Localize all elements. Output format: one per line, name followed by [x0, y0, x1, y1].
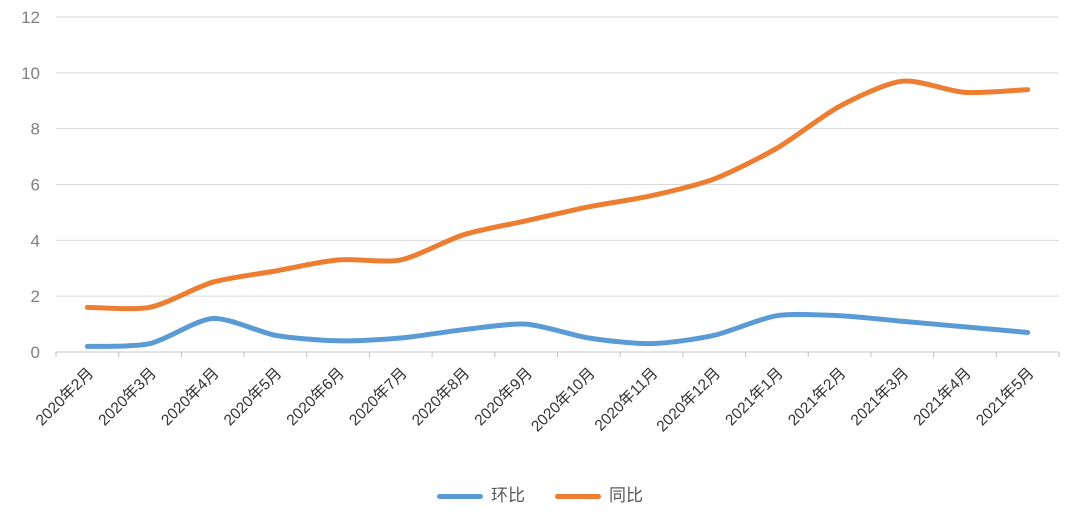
x-tick-label: 2020年2月: [32, 364, 97, 429]
x-tick-label: 2020年8月: [408, 364, 473, 429]
x-tick-label: 2021年5月: [972, 364, 1037, 429]
x-tick-label: 2021年2月: [784, 364, 849, 429]
series-line-tongbi: [84, 78, 1031, 312]
x-tick-label: 2020年4月: [157, 364, 222, 429]
x-tick-label: 2020年9月: [471, 364, 536, 429]
x-tick-label: 2021年4月: [910, 364, 975, 429]
series-line-huanbi: [84, 311, 1031, 349]
legend-item-huanbi[interactable]: 环比: [437, 486, 525, 506]
x-tick-label: 2021年3月: [847, 364, 912, 429]
legend-line-swatch-huanbi: [437, 493, 483, 499]
x-tick-label: 2020年7月: [345, 364, 410, 429]
x-tick-label: 2020年11月: [591, 364, 661, 434]
legend: 环比 同比: [0, 486, 1080, 506]
x-tick-label: 2021年1月: [722, 364, 787, 429]
x-tick-label: 2020年12月: [653, 364, 724, 435]
x-tick-label: 2020年10月: [527, 364, 598, 435]
y-tick-label: 2: [31, 287, 40, 306]
y-tick-label: 6: [31, 176, 40, 195]
x-tick-label: 2020年3月: [95, 364, 160, 429]
y-tick-label: 8: [31, 120, 40, 139]
y-tick-label: 12: [21, 8, 40, 27]
legend-label-tongbi: 同比: [609, 486, 643, 505]
y-tick-label: 10: [21, 64, 40, 83]
legend-item-tongbi[interactable]: 同比: [555, 486, 643, 506]
legend-line-swatch-tongbi: [555, 493, 601, 499]
y-tick-label: 0: [31, 343, 40, 362]
legend-label-huanbi: 环比: [491, 486, 525, 505]
x-tick-label: 2020年5月: [220, 364, 285, 429]
x-tick-label: 2020年6月: [283, 364, 348, 429]
y-tick-label: 4: [31, 231, 40, 250]
